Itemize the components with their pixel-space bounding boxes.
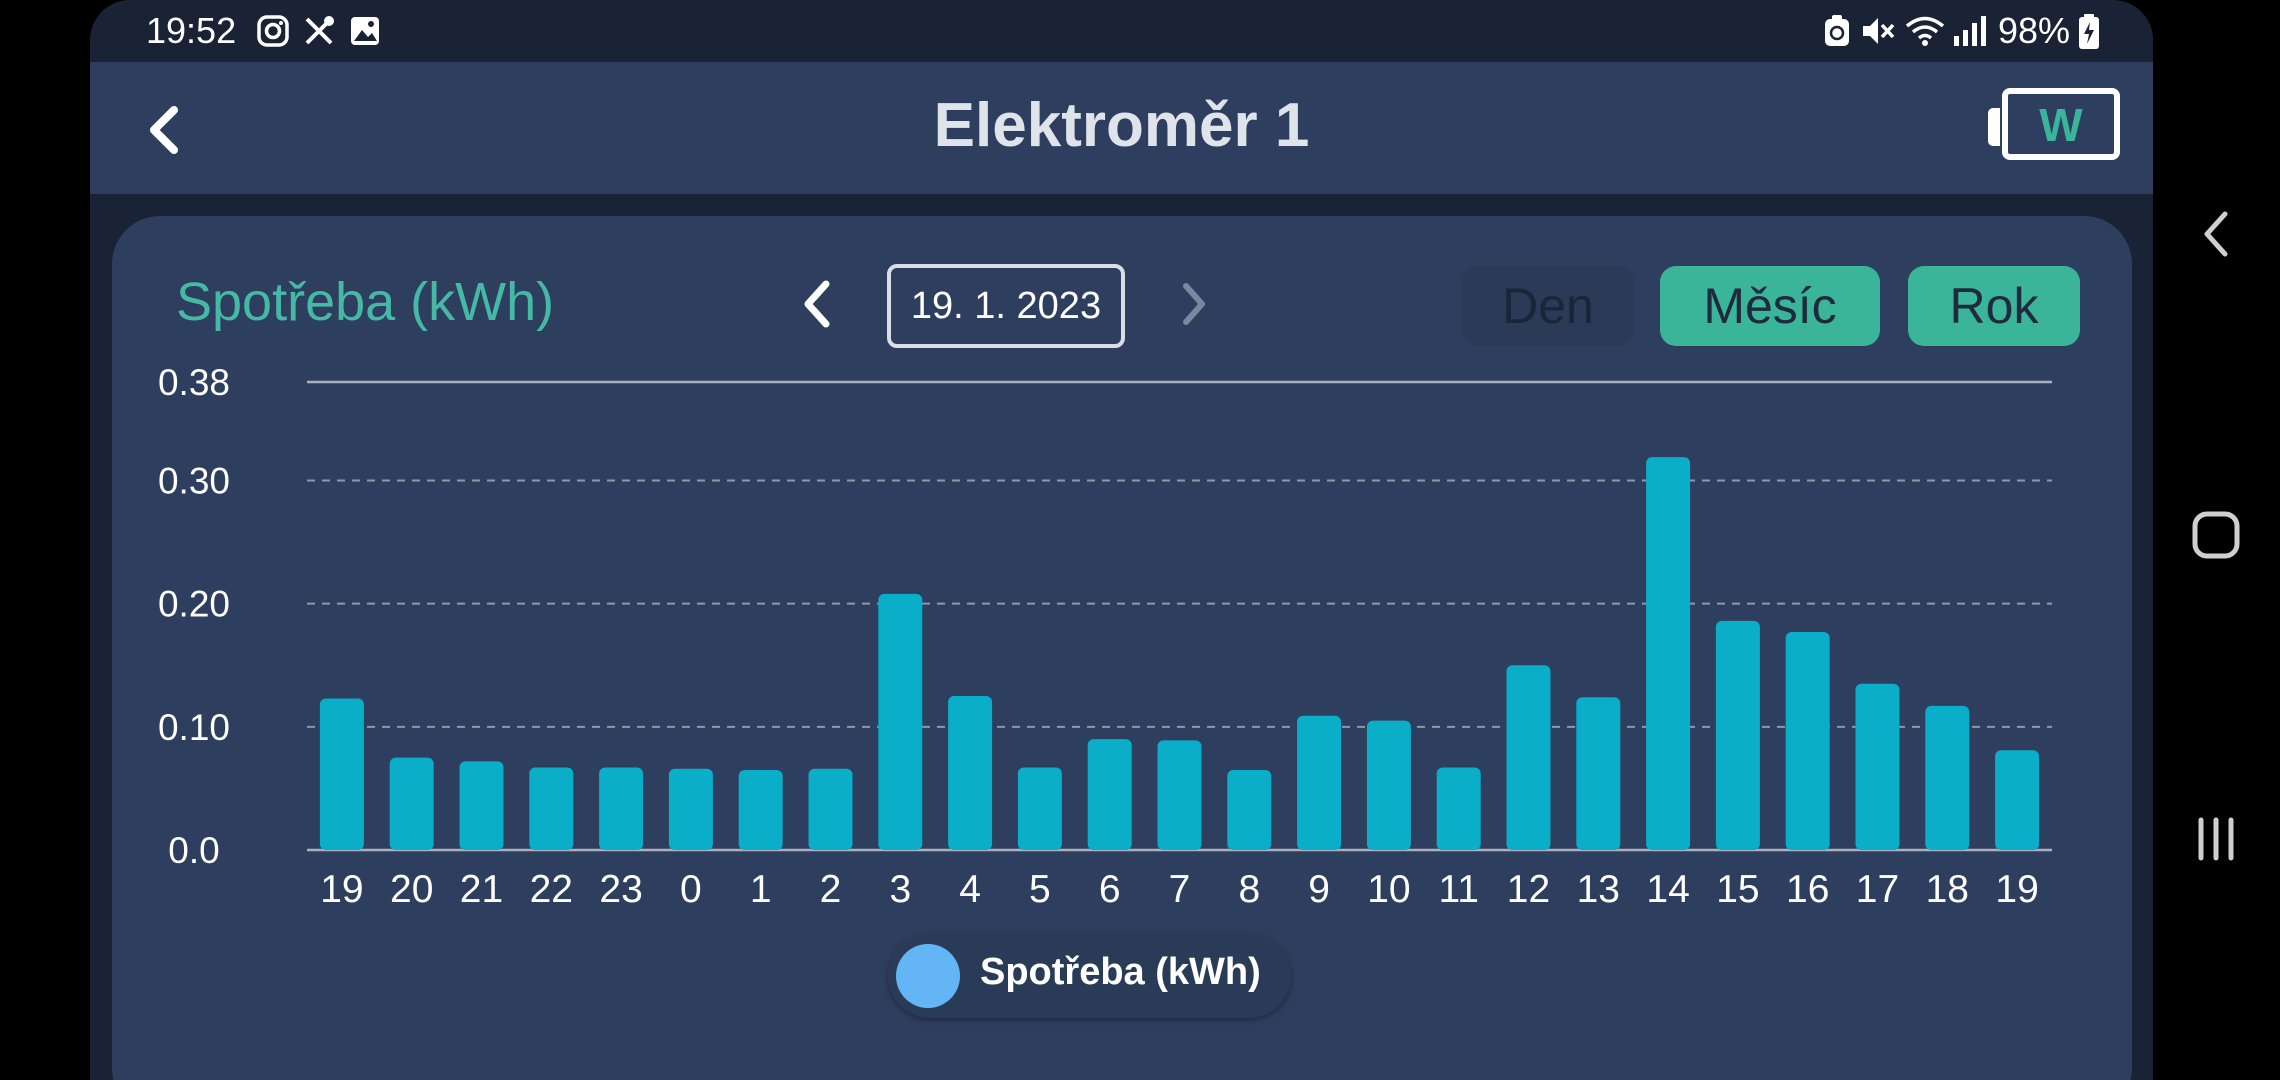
x-tick-label: 20 — [390, 868, 433, 911]
app-logo[interactable]: W — [2002, 88, 2120, 160]
back-button[interactable] — [138, 102, 194, 158]
mute-icon — [1863, 18, 1895, 44]
x-tick-label: 12 — [1507, 868, 1550, 911]
back-nav-icon[interactable] — [2193, 206, 2239, 262]
chart-bar — [1785, 632, 1830, 850]
recents-nav-icon[interactable] — [2193, 814, 2239, 864]
chart-bar — [1157, 740, 1202, 850]
chart-bar — [459, 761, 504, 850]
x-tick-label: 19 — [320, 868, 363, 911]
x-tick-label: 3 — [889, 868, 911, 911]
x-tick-label: 16 — [1786, 868, 1829, 911]
chart-legend[interactable]: Spotřeba (kWh) — [888, 934, 1291, 1018]
legend-dot — [896, 944, 960, 1008]
x-tick-label: 7 — [1169, 868, 1191, 911]
chart-bar — [1715, 620, 1760, 850]
chart-bar — [599, 767, 644, 850]
month-button[interactable]: Měsíc — [1660, 266, 1880, 346]
chart-bar — [1995, 750, 2040, 850]
x-tick-label: 14 — [1646, 868, 1689, 911]
x-tick-label: 17 — [1856, 868, 1899, 911]
home-nav-icon[interactable] — [2191, 510, 2241, 560]
x-tick-label: 13 — [1577, 868, 1620, 911]
y-tick-label: 0.20 — [158, 584, 230, 625]
day-button[interactable]: Den — [1462, 266, 1634, 346]
chart-bar — [1436, 767, 1481, 850]
x-tick-label: 1 — [750, 868, 772, 911]
logo-letter: W — [2039, 99, 2083, 151]
app-bar: Elektroměr 1 W — [90, 62, 2153, 194]
x-tick-label: 21 — [460, 868, 503, 911]
chart-bar — [1646, 457, 1691, 850]
chart-bar — [738, 769, 783, 850]
chart-bar — [389, 757, 434, 850]
chart-bar — [1366, 720, 1411, 850]
consumption-card: 0.0 0.10 0.20 0.30 0.38 19 20 21 22 23 0 1 2 3 4 5 6 7 8 9 1… — [112, 216, 2132, 1080]
chart-bar — [1576, 697, 1621, 850]
y-tick-label: 0.0 — [168, 830, 219, 871]
next-date-button[interactable] — [1172, 278, 1216, 330]
year-button[interactable]: Rok — [1908, 266, 2080, 346]
recycle-icon — [1825, 15, 1849, 46]
signal-icon — [1954, 16, 1986, 46]
chart-bar — [1506, 665, 1551, 850]
status-time: 19:52 — [146, 10, 237, 51]
x-tick-label: 11 — [1438, 868, 1479, 911]
chart-bar — [529, 767, 574, 850]
instagram-icon — [257, 15, 289, 47]
date-selector[interactable]: 19. 1. 2023 — [887, 264, 1125, 348]
x-tick-label: 9 — [1308, 868, 1330, 911]
legend-label: Spotřeba (kWh) — [980, 951, 1261, 993]
y-tick-label: 0.38 — [158, 362, 230, 403]
chart-bar — [808, 768, 853, 850]
chart-bar — [878, 593, 923, 850]
chart-bar — [1855, 683, 1900, 850]
chart-bar — [1017, 767, 1062, 850]
chart-bar — [668, 768, 713, 850]
x-tick-label: 4 — [959, 868, 981, 911]
chart-bar — [1087, 739, 1132, 850]
chart-bar — [1227, 769, 1272, 850]
chart-title: Spotřeba (kWh) — [176, 272, 555, 332]
x-tick-label: 2 — [820, 868, 842, 911]
system-nav-bar — [2153, 0, 2280, 1080]
chart-bar — [948, 696, 993, 850]
x-tick-label: 23 — [599, 868, 642, 911]
tools-icon — [305, 16, 334, 45]
x-tick-label: 15 — [1716, 868, 1759, 911]
image-icon — [351, 17, 379, 45]
x-tick-label: 19 — [1995, 868, 2038, 911]
logo-tab — [1988, 108, 2000, 146]
x-tick-label: 10 — [1367, 868, 1410, 911]
y-tick-label: 0.10 — [158, 707, 230, 748]
chart-bar — [319, 698, 364, 850]
page-title: Elektroměr 1 — [933, 91, 1310, 160]
wifi-icon — [1905, 16, 1945, 46]
x-tick-label: 8 — [1238, 868, 1260, 911]
y-tick-label: 0.30 — [158, 461, 230, 502]
battery-icon — [2079, 14, 2099, 49]
x-tick-label: 18 — [1926, 868, 1969, 911]
x-tick-label: 22 — [530, 868, 573, 911]
battery-percent: 98% — [1998, 10, 2071, 51]
x-tick-label: 6 — [1099, 868, 1121, 911]
chart-bar — [1925, 705, 1970, 850]
x-tick-label: 0 — [680, 868, 702, 911]
status-bar: 19:52 — [90, 0, 2153, 62]
previous-date-button[interactable] — [796, 278, 840, 330]
x-tick-label: 5 — [1029, 868, 1051, 911]
app-screen: 19:52 — [90, 0, 2153, 1080]
chart-bar — [1297, 715, 1342, 850]
